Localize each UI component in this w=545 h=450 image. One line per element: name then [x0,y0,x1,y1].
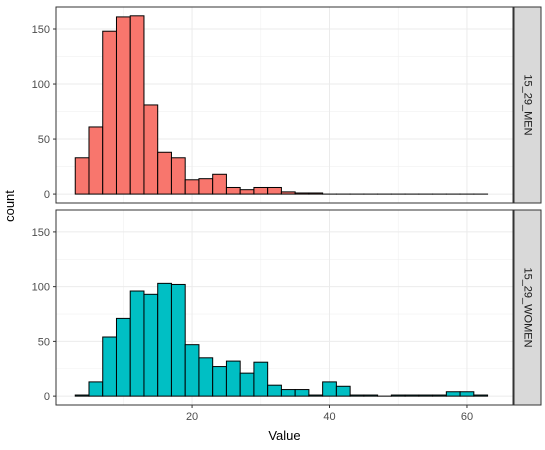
x-tick-label: 40 [323,411,335,423]
histogram-bar [280,191,296,195]
y-tick-label: 0 [44,189,50,201]
y-tick-label: 50 [38,336,50,348]
histogram-bar [294,389,310,397]
x-tick-label: 60 [461,411,473,423]
y-tick-label: 150 [32,24,50,36]
facet-strip-2: 15_29_WOMEN [513,209,542,406]
histogram-bar [322,381,337,397]
strip-background [513,209,542,406]
facet-label: 15_29_WOMEN [522,267,534,347]
axes-layer: 0 50 100 150 0 50 100 150 20 40 60 [32,24,473,423]
histogram-bar [184,179,200,195]
histogram-bar [459,391,475,397]
histogram-bar [88,381,104,397]
x-axis-title: Value [268,428,300,443]
histogram-bar [225,186,241,195]
histogram-bar [432,394,447,397]
y-tick-label: 100 [32,282,50,294]
y-axis-title: count [2,190,17,222]
histogram-bar [404,394,420,397]
histogram-bar [335,385,351,397]
facet-panel-1 [55,6,514,204]
histogram-bar [445,391,461,397]
histogram-bar [102,336,117,397]
histogram-bar [115,317,131,397]
histogram-bar [88,126,104,195]
histogram-bar [198,178,214,195]
panels-layer [55,6,514,406]
histogram-bar [239,372,255,397]
y-tick-label: 0 [44,391,50,403]
histogram-bar [74,394,90,397]
histogram-bar [212,173,227,195]
histogram-bar [253,361,269,397]
histogram-bar [212,366,227,397]
histogram-bar [280,389,296,397]
y-tick-label: 150 [32,227,50,239]
panel-border [55,6,514,204]
histogram-bar [143,293,159,397]
strip-labels-layer: 15_29_MEN 15_29_WOMEN [513,6,542,406]
histogram-bar [363,394,379,397]
histogram-bar [308,192,324,195]
histogram-bar [239,189,255,195]
histogram-bar [102,30,117,195]
histogram-bar [157,151,172,195]
x-tick-label: 20 [186,411,198,423]
histogram-bar [253,186,269,195]
histogram-bar [129,15,145,195]
histogram-bar [267,186,282,195]
facet-panel-2 [55,209,514,406]
histogram-bar [225,360,241,397]
histogram-bar [198,357,214,397]
histogram-bar [115,16,131,195]
histogram-bar [267,384,282,397]
histogram-bar [418,394,434,397]
histogram-bar [390,394,406,397]
y-tick-label: 50 [38,134,50,146]
histogram-bar [349,394,365,397]
strip-background [513,6,542,204]
histogram-bar [294,192,310,195]
histogram-bar [143,104,159,195]
panel-border [55,209,514,406]
facet-strip-1: 15_29_MEN [513,6,542,204]
histogram-bar [170,283,186,397]
histogram-bar [170,157,186,195]
histogram-bar [308,394,324,397]
facet-label: 15_29_MEN [522,74,534,135]
histogram-bar [157,282,172,397]
y-tick-label: 100 [32,79,50,91]
histogram-bar [74,157,90,195]
histogram-bar [184,344,200,397]
histogram-bar [129,290,145,397]
histogram-bar [473,394,489,397]
